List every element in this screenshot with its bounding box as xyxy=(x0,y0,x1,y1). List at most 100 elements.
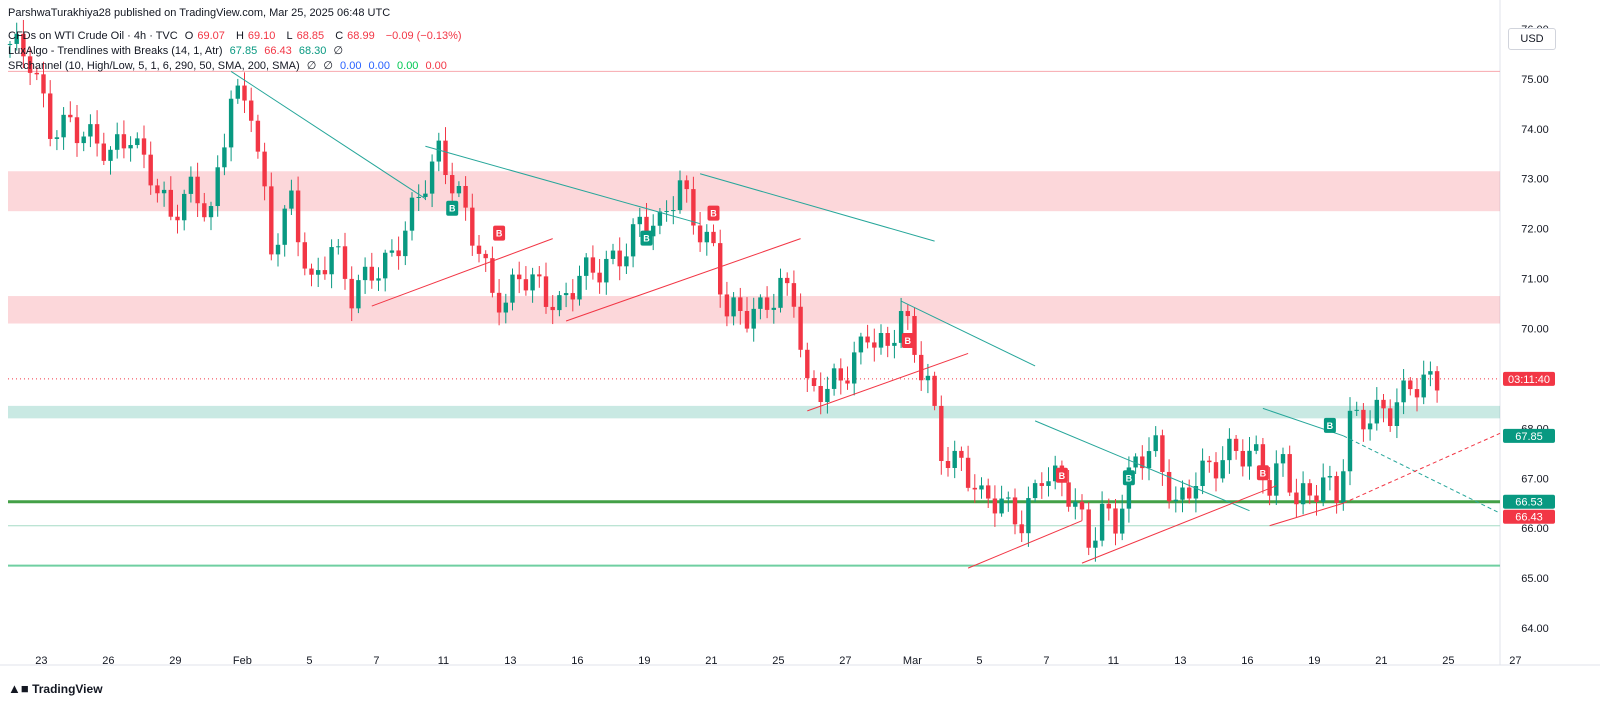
currency-button[interactable]: USD xyxy=(1508,28,1556,50)
candle-body xyxy=(503,302,508,313)
candle-body xyxy=(423,193,428,197)
candle-body xyxy=(121,134,127,149)
candle-body xyxy=(1086,509,1091,548)
price-label-0 xyxy=(1503,371,1555,386)
price-label-2 xyxy=(1503,494,1555,509)
indicator-srchannel-value-3: 0.00 xyxy=(340,60,362,72)
candle-body xyxy=(41,74,46,94)
y-tick-label: 72.00 xyxy=(1521,224,1549,236)
candle-body xyxy=(825,388,830,403)
candle-body xyxy=(1213,462,1219,479)
candle-body xyxy=(771,307,776,310)
candle-body xyxy=(1073,501,1078,507)
candle-body xyxy=(718,243,723,295)
x-tick-label: 16 xyxy=(1241,655,1253,667)
break-marker-2 xyxy=(640,230,653,246)
tradingview-logo-icon: ▲■ xyxy=(8,681,29,696)
x-tick-label: 11 xyxy=(1108,655,1119,667)
candle-body xyxy=(215,167,220,207)
candle-body xyxy=(1093,540,1098,548)
symbol-legend[interactable]: CFDs on WTI Crude Oil · 4h · TVC O 69.07 … xyxy=(8,29,466,43)
candle-body xyxy=(798,306,803,350)
change-value: −0.09 (−0.13%) xyxy=(385,30,462,42)
trendline-8 xyxy=(565,238,801,322)
candle-body xyxy=(202,203,207,218)
candle-body xyxy=(1140,456,1145,469)
candle-body xyxy=(309,268,314,275)
candle-body xyxy=(677,180,683,211)
candle-body xyxy=(48,93,53,139)
candle-body xyxy=(222,147,227,168)
candle-body xyxy=(242,85,247,101)
break-marker-6 xyxy=(1122,470,1135,486)
candle-body xyxy=(1039,483,1044,486)
candle-body xyxy=(128,145,133,149)
candle-body xyxy=(101,143,106,161)
break-marker-7 xyxy=(1256,465,1269,481)
candle-body xyxy=(208,206,214,218)
indicator-srchannel-legend[interactable]: SRchannel (10, High/Low, 5, 1, 6, 290, 5… xyxy=(8,59,451,73)
candle-body xyxy=(155,185,160,194)
y-tick-label: 73.00 xyxy=(1521,174,1549,186)
candle-body xyxy=(1032,483,1038,499)
candle-body xyxy=(74,117,80,144)
break-marker-4 xyxy=(901,332,914,348)
break-marker-0 xyxy=(446,200,459,216)
candle-body xyxy=(1414,389,1420,398)
y-tick-label: 65.00 xyxy=(1521,573,1549,585)
candle-body xyxy=(14,33,19,44)
candle-body xyxy=(523,279,529,291)
candle-body xyxy=(409,197,415,231)
break-marker-label: B xyxy=(1327,421,1334,431)
x-tick-label: 13 xyxy=(1174,655,1186,667)
candle-body xyxy=(925,375,931,381)
candle-body xyxy=(563,293,569,296)
candle-body xyxy=(1401,380,1406,403)
indicator-luxalgo-name: LuxAlgo - Trendlines with Breaks (14, 1,… xyxy=(8,45,223,57)
candle-body xyxy=(537,274,542,277)
trendline-11 xyxy=(1081,485,1277,564)
candle-body xyxy=(369,266,374,281)
high-value: H 69.10 xyxy=(235,30,276,42)
candle-body xyxy=(1341,471,1346,503)
break-marker-label: B xyxy=(643,234,650,244)
candle-body xyxy=(912,316,917,355)
candle-body xyxy=(758,297,763,309)
candle-body xyxy=(349,278,354,309)
candle-body xyxy=(1347,410,1353,472)
candle-body xyxy=(791,283,797,307)
tradingview-logo[interactable]: ▲■ TradingView xyxy=(8,681,103,696)
candle-body xyxy=(965,457,971,488)
candle-body xyxy=(959,450,964,458)
candle-body xyxy=(1307,483,1312,496)
candle-body xyxy=(322,270,328,275)
candle-body xyxy=(697,225,703,243)
price-label-text: 66.53 xyxy=(1515,497,1543,509)
candle-body xyxy=(1180,487,1185,500)
candle-body xyxy=(88,124,93,137)
candle-body xyxy=(115,134,120,150)
y-tick-label: 66.00 xyxy=(1521,523,1549,535)
candle-body xyxy=(383,252,388,279)
candle-body xyxy=(1153,435,1158,452)
candle-body xyxy=(831,368,837,389)
publisher-text: ParshwaTurakhiya28 published on TradingV… xyxy=(8,7,391,19)
break-marker-label: B xyxy=(1059,471,1066,481)
candle-body xyxy=(336,246,341,248)
candle-body xyxy=(456,185,462,194)
candle-body xyxy=(168,189,173,217)
trendline-9 xyxy=(807,352,969,412)
x-tick-label: 7 xyxy=(1043,655,1049,667)
candle-body xyxy=(999,498,1004,514)
candle-body xyxy=(1193,486,1199,499)
indicator-srchannel-value-4: 0.00 xyxy=(368,60,390,72)
candle-body xyxy=(657,211,663,226)
candle-body xyxy=(610,250,616,259)
candle-body xyxy=(584,257,589,276)
trendline-2 xyxy=(699,173,935,242)
candle-body xyxy=(1434,371,1440,391)
candle-body xyxy=(744,310,750,329)
indicator-luxalgo-legend[interactable]: LuxAlgo - Trendlines with Breaks (14, 1,… xyxy=(8,44,347,58)
candle-body xyxy=(249,100,254,121)
